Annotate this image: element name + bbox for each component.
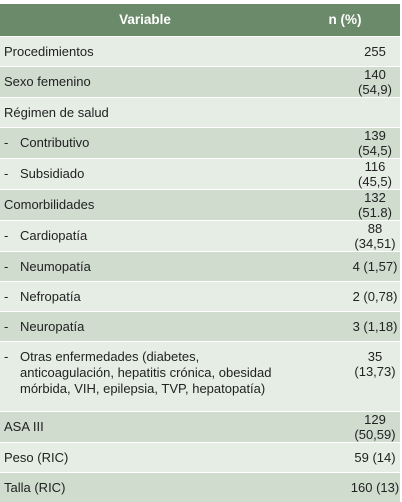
row-label: Comorbilidades [0, 188, 290, 220]
table-row: - Neumopatía 4 (1,57) [0, 250, 400, 281]
row-value: 35 (13,73) [290, 340, 400, 411]
table-row: Sexo femenino 140 (54,9) [0, 65, 400, 97]
row-label-text: Nefropatía [20, 288, 81, 304]
table-row: - Cardiopatía 88 (34,51) [0, 219, 400, 251]
row-label-text: Subsidiado [20, 166, 85, 181]
row-dash: - [4, 135, 9, 150]
table-header-row: Variable n (%) [0, 4, 400, 36]
row-label: - Otras enfermedades (diabetes, anticoagu… [0, 340, 290, 411]
row-label: - Cardiopatía [0, 219, 290, 251]
row-value: 129 (50,59) [290, 410, 400, 442]
data-table: Variable n (%) Procedimientos 255 Sexo f… [0, 4, 400, 502]
row-dash: - [4, 318, 9, 334]
row-value: 3 (1,18) [290, 310, 400, 341]
row-label-text: Neuropatía [20, 318, 85, 334]
row-label: Talla (RIC) [0, 471, 290, 502]
row-value [290, 96, 400, 127]
table-row: Peso (RIC) 59 (14) [0, 441, 400, 472]
table-row: Talla (RIC) 160 (13) [0, 471, 400, 502]
row-label: Sexo femenino [0, 65, 290, 97]
header-variable: Variable [119, 12, 171, 28]
table-row: Comorbilidades 132 (51.8) [0, 188, 400, 220]
table-row: Procedimientos 255 [0, 35, 400, 66]
row-label: Procedimientos [0, 35, 290, 66]
row-label: - Subsidiado [0, 157, 290, 189]
table-row: - Subsidiado 116 (45,5) [0, 157, 400, 189]
row-value: 160 (13) [290, 471, 400, 502]
row-value: 139 (54,5) [290, 126, 400, 158]
row-dash: - [4, 288, 9, 304]
header-value: n (%) [328, 12, 362, 28]
row-value: 2 (0,78) [290, 280, 400, 311]
row-label: - Neuropatía [0, 310, 290, 341]
row-dash: - [4, 228, 9, 243]
row-value: 255 [290, 35, 400, 66]
table-row: - Contributivo 139 (54,5) [0, 126, 400, 158]
table-row: - Nefropatía 2 (0,78) [0, 280, 400, 311]
row-label: Régimen de salud [0, 96, 290, 127]
row-dash: - [4, 166, 9, 181]
row-label-text: Otras enfermedades (diabetes, anticoagul… [20, 348, 272, 396]
row-value: 88 (34,51) [290, 219, 400, 251]
row-value: 59 (14) [290, 441, 400, 472]
row-dash: - [4, 258, 9, 274]
table-row: ASA III 129 (50,59) [0, 410, 400, 442]
row-label: - Nefropatía [0, 280, 290, 311]
row-label-text: Contributivo [20, 135, 90, 150]
page: Variable n (%) Procedimientos 255 Sexo f… [0, 4, 400, 502]
row-value: 132 (51.8) [290, 188, 400, 220]
row-dash: - [4, 348, 9, 364]
row-value: 4 (1,57) [290, 250, 400, 281]
row-label: ASA III [0, 410, 290, 442]
row-value: 116 (45,5) [290, 157, 400, 189]
row-label: - Neumopatía [0, 250, 290, 281]
table-row: Régimen de salud [0, 96, 400, 127]
row-label-text: Cardiopatía [20, 228, 88, 243]
row-value: 140 (54,9) [290, 65, 400, 97]
row-label: - Contributivo [0, 126, 290, 158]
table-row: - Otras enfermedades (diabetes, anticoagu… [0, 340, 400, 411]
table-row: - Neuropatía 3 (1,18) [0, 310, 400, 341]
row-label-text: Neumopatía [20, 258, 91, 274]
row-label: Peso (RIC) [0, 441, 290, 472]
